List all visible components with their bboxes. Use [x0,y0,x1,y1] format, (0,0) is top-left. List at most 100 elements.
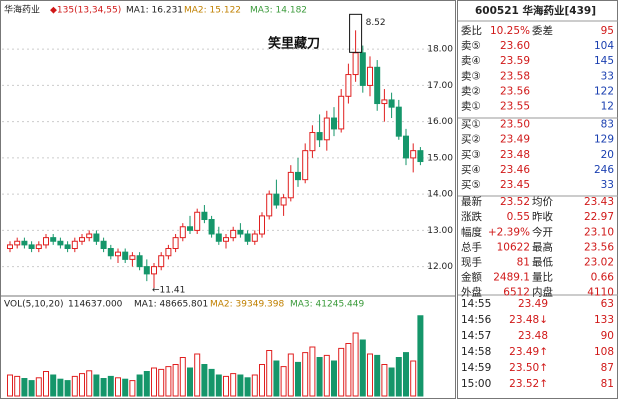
candle-body [194,211,201,231]
chart-frame [0,0,456,399]
volume-bar [35,377,42,397]
quote-volume: 83 [601,119,614,131]
volume-bar [187,367,193,397]
volume-bar [280,366,287,397]
volume-ma3: MA3: 41245.449 [290,300,364,310]
quote-volume: 33 [601,70,614,82]
ma3-label: MA3: 14.182 [250,6,307,16]
volume-bar [57,378,64,397]
candle-body [316,132,323,141]
candle-body [417,150,424,163]
quote-label: 昨收 [532,210,553,223]
trade-price: 23.49↑ [509,346,548,358]
quote-frame [457,0,618,399]
volume-bar [309,346,316,397]
quote-label: 金额 [461,271,482,284]
volume-bar [338,347,345,397]
volume-bar [129,380,136,397]
quote-volume: 122 [594,85,614,97]
volume-bar [136,374,143,397]
quote-label: 外盘 [461,286,482,299]
y-tick-label: 12.00 [427,262,453,272]
candle-body [21,240,28,246]
candle-body [35,244,42,250]
trade-price: 23.50↑ [509,362,548,374]
quote-label: 卖② [461,85,481,97]
volume-bar [331,360,337,397]
candle-body [259,215,265,235]
quote-label: 最新 [461,195,482,208]
volume-bar [28,380,35,397]
candle-body [86,233,93,239]
ma2-label: MA2: 15.122 [184,6,241,16]
quote-volume: 129 [594,134,614,146]
volume-bar [50,374,57,397]
candle-body [71,240,78,250]
quote-label: 最高 [532,240,553,253]
quote-label: 委比 [461,24,482,37]
volume-bar [259,364,265,397]
quote-price: 23.46 [500,164,530,176]
annotation: 笑里藏刀 [268,36,320,52]
candle-body [331,117,337,130]
quote-price: 23.50 [500,119,530,131]
quote-value: 23.52 [500,196,530,208]
quote-value: +2.39% [488,226,530,238]
candle-body [280,197,287,206]
quote-label: 买① [461,119,481,131]
volume-bar [14,375,21,397]
volume-bar [237,374,244,397]
volume-title: VOL(5,10,20) [4,300,63,310]
quote-price: 23.45 [500,179,530,191]
ma1-label: MA1: 16.231 [126,6,183,16]
candle-body [136,255,143,268]
candle-body [244,233,251,242]
volume-bar [107,375,114,397]
quote-title: 600521 华海药业[439] [475,4,596,17]
quote-value: 23.10 [584,226,614,238]
volume-last: 114637.000 [68,300,123,310]
candle-body [323,117,330,141]
quote-label: 量比 [532,271,553,284]
quote-label: 卖⑤ [461,40,481,52]
candle-body [381,99,388,105]
candle-body [165,248,172,257]
candle-body [223,237,229,242]
candle-body [345,74,352,97]
trade-volume: 90 [601,330,614,342]
y-tick-label: 13.00 [427,226,453,236]
candle-body [359,52,366,86]
quote-value: 4110 [587,287,614,299]
trade-time: 14:56 [461,314,492,326]
trade-volume: 63 [601,298,614,310]
candle-body [266,193,273,217]
quote-value: 22.97 [584,211,614,223]
candle-body [251,233,258,242]
candle-body [309,132,316,152]
candle-body [395,106,402,137]
volume-bar [165,366,172,397]
y-tick-label: 14.00 [427,190,453,200]
quote-volume: 12 [601,101,614,113]
volume-bar [359,339,366,397]
quote-value: 2489.1 [493,272,530,284]
indicator: ◆135(13,34,55) [50,6,121,16]
quote-label: 总手 [461,240,482,253]
candle-body [230,229,237,239]
candle-body [28,244,35,250]
volume-bar [151,367,157,397]
candle-body [158,255,165,268]
y-tick-label: 17.00 [427,81,453,91]
candle-body [338,95,345,130]
quote-volume: 145 [594,55,614,67]
quote-value: 95 [601,25,614,37]
quote-volume: 246 [594,164,614,176]
trade-time: 14:55 [461,298,491,310]
volume-bar [179,357,186,397]
volume-bar [410,360,417,397]
quote-price: 23.56 [500,85,530,97]
quote-value: 10622 [497,241,530,253]
trade-volume: 87 [601,362,614,374]
volume-bar [194,353,201,397]
